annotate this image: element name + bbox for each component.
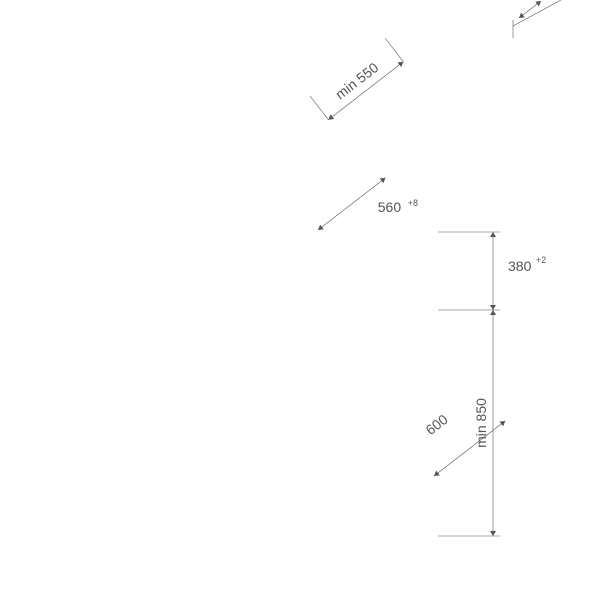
svg-text:+2: +2 <box>536 255 546 265</box>
svg-text:min 550: min 550 <box>332 59 381 102</box>
svg-text:600: 600 <box>422 411 450 438</box>
svg-text:+8: +8 <box>408 198 418 208</box>
svg-text:min 850: min 850 <box>473 398 489 448</box>
dimension-drawing: min 550 min 45 560 +8 380 +2 min 850 600 <box>0 0 600 600</box>
svg-text:380: 380 <box>508 258 532 274</box>
svg-text:min 45: min 45 <box>545 0 587 2</box>
label-niche-width: 560 <box>378 199 402 215</box>
